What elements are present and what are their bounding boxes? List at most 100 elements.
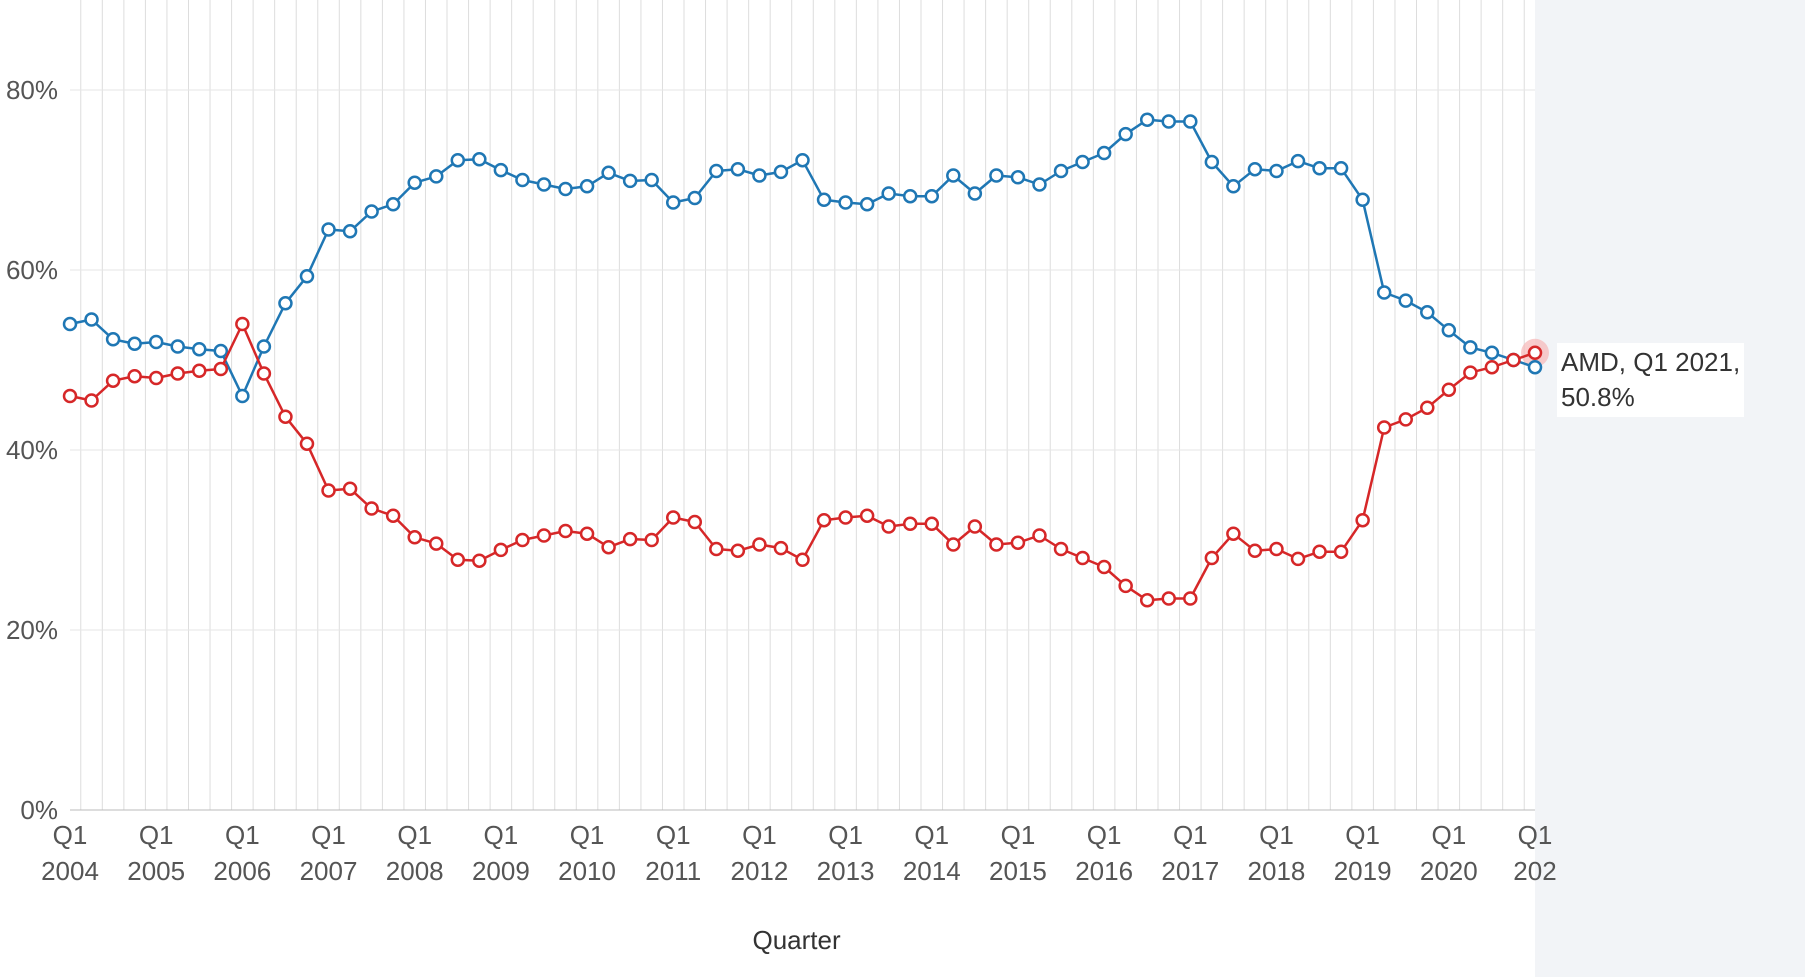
series-marker-intel[interactable] xyxy=(150,336,162,348)
series-marker-amd[interactable] xyxy=(538,530,550,542)
series-marker-amd[interactable] xyxy=(775,542,787,554)
series-marker-intel[interactable] xyxy=(581,180,593,192)
series-marker-intel[interactable] xyxy=(969,188,981,200)
series-marker-intel[interactable] xyxy=(1335,162,1347,174)
series-marker-amd[interactable] xyxy=(172,368,184,380)
series-marker-intel[interactable] xyxy=(1292,155,1304,167)
series-marker-amd[interactable] xyxy=(710,543,722,555)
series-marker-intel[interactable] xyxy=(1077,156,1089,168)
series-marker-amd[interactable] xyxy=(646,534,658,546)
series-marker-intel[interactable] xyxy=(1464,341,1476,353)
series-marker-intel[interactable] xyxy=(344,225,356,237)
series-marker-amd[interactable] xyxy=(1206,552,1218,564)
series-marker-intel[interactable] xyxy=(689,192,701,204)
series-marker-amd[interactable] xyxy=(904,518,916,530)
series-marker-intel[interactable] xyxy=(387,198,399,210)
series-marker-intel[interactable] xyxy=(1486,347,1498,359)
series-marker-amd[interactable] xyxy=(344,483,356,495)
series-marker-intel[interactable] xyxy=(1184,116,1196,128)
series-marker-amd[interactable] xyxy=(1464,367,1476,379)
series-marker-amd[interactable] xyxy=(1184,593,1196,605)
series-marker-intel[interactable] xyxy=(753,170,765,182)
series-marker-amd[interactable] xyxy=(689,516,701,528)
series-marker-intel[interactable] xyxy=(990,170,1002,182)
series-marker-intel[interactable] xyxy=(1012,171,1024,183)
series-marker-amd[interactable] xyxy=(1529,347,1541,359)
series-marker-amd[interactable] xyxy=(193,365,205,377)
series-marker-intel[interactable] xyxy=(129,338,141,350)
series-marker-intel[interactable] xyxy=(624,175,636,187)
series-marker-intel[interactable] xyxy=(926,190,938,202)
series-marker-amd[interactable] xyxy=(732,545,744,557)
series-marker-intel[interactable] xyxy=(1120,128,1132,140)
series-marker-amd[interactable] xyxy=(1227,528,1239,540)
series-marker-intel[interactable] xyxy=(236,390,248,402)
series-marker-intel[interactable] xyxy=(1314,162,1326,174)
series-marker-intel[interactable] xyxy=(947,170,959,182)
series-marker-amd[interactable] xyxy=(861,510,873,522)
series-marker-intel[interactable] xyxy=(883,188,895,200)
series-marker-amd[interactable] xyxy=(753,539,765,551)
series-marker-amd[interactable] xyxy=(1507,354,1519,366)
series-marker-amd[interactable] xyxy=(1077,552,1089,564)
series-marker-amd[interactable] xyxy=(258,368,270,380)
series-marker-amd[interactable] xyxy=(990,539,1002,551)
series-marker-amd[interactable] xyxy=(1033,530,1045,542)
series-marker-amd[interactable] xyxy=(667,512,679,524)
series-marker-amd[interactable] xyxy=(1357,514,1369,526)
series-marker-intel[interactable] xyxy=(193,343,205,355)
series-marker-intel[interactable] xyxy=(710,165,722,177)
series-marker-intel[interactable] xyxy=(667,197,679,209)
series-marker-intel[interactable] xyxy=(732,163,744,175)
series-marker-intel[interactable] xyxy=(1443,324,1455,336)
series-marker-intel[interactable] xyxy=(538,179,550,191)
series-marker-amd[interactable] xyxy=(1055,543,1067,555)
series-marker-intel[interactable] xyxy=(1270,165,1282,177)
series-marker-intel[interactable] xyxy=(64,318,76,330)
series-marker-amd[interactable] xyxy=(1012,537,1024,549)
series-marker-intel[interactable] xyxy=(1206,156,1218,168)
series-marker-intel[interactable] xyxy=(646,174,658,186)
series-marker-amd[interactable] xyxy=(581,528,593,540)
series-marker-amd[interactable] xyxy=(926,518,938,530)
series-marker-amd[interactable] xyxy=(107,375,119,387)
series-marker-intel[interactable] xyxy=(1227,180,1239,192)
series-marker-intel[interactable] xyxy=(279,297,291,309)
series-marker-intel[interactable] xyxy=(172,341,184,353)
series-marker-amd[interactable] xyxy=(430,538,442,550)
series-marker-amd[interactable] xyxy=(1335,546,1347,558)
series-marker-amd[interactable] xyxy=(1270,543,1282,555)
series-marker-intel[interactable] xyxy=(840,197,852,209)
series-marker-intel[interactable] xyxy=(603,167,615,179)
series-marker-intel[interactable] xyxy=(1529,361,1541,373)
series-marker-amd[interactable] xyxy=(603,541,615,553)
series-marker-amd[interactable] xyxy=(947,539,959,551)
series-marker-amd[interactable] xyxy=(323,485,335,497)
series-marker-intel[interactable] xyxy=(409,177,421,189)
series-marker-intel[interactable] xyxy=(1378,287,1390,299)
series-marker-amd[interactable] xyxy=(1486,361,1498,373)
series-marker-amd[interactable] xyxy=(1400,413,1412,425)
series-marker-amd[interactable] xyxy=(1098,561,1110,573)
series-marker-amd[interactable] xyxy=(797,554,809,566)
series-marker-intel[interactable] xyxy=(107,333,119,345)
series-marker-amd[interactable] xyxy=(150,372,162,384)
series-marker-intel[interactable] xyxy=(1357,194,1369,206)
series-marker-amd[interactable] xyxy=(1249,545,1261,557)
series-marker-intel[interactable] xyxy=(560,183,572,195)
series-marker-amd[interactable] xyxy=(215,363,227,375)
series-marker-amd[interactable] xyxy=(624,533,636,545)
series-marker-amd[interactable] xyxy=(1314,546,1326,558)
series-marker-intel[interactable] xyxy=(516,174,528,186)
series-marker-amd[interactable] xyxy=(1378,422,1390,434)
series-marker-amd[interactable] xyxy=(366,503,378,515)
series-marker-intel[interactable] xyxy=(1055,165,1067,177)
series-marker-intel[interactable] xyxy=(1098,147,1110,159)
series-marker-intel[interactable] xyxy=(301,270,313,282)
series-marker-intel[interactable] xyxy=(797,154,809,166)
series-marker-amd[interactable] xyxy=(1163,593,1175,605)
series-marker-amd[interactable] xyxy=(1120,580,1132,592)
series-marker-amd[interactable] xyxy=(409,531,421,543)
series-marker-amd[interactable] xyxy=(1443,384,1455,396)
series-marker-amd[interactable] xyxy=(301,438,313,450)
